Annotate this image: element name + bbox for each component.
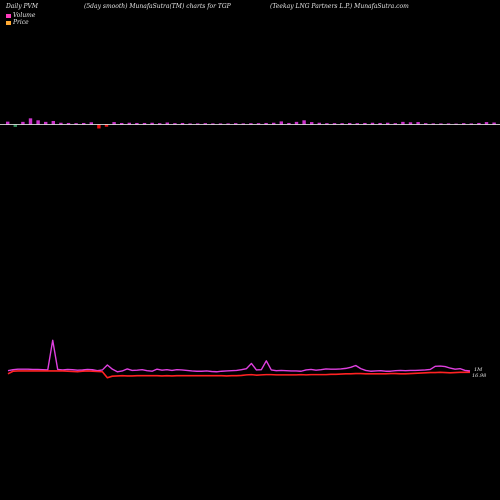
pvm-bar xyxy=(112,122,116,125)
pvm-bar xyxy=(82,122,86,125)
pvm-bar xyxy=(408,122,413,125)
legend-price-label: Price xyxy=(13,19,29,26)
pvm-bar xyxy=(439,123,443,125)
pvm-bar xyxy=(416,122,420,125)
pvm-bar xyxy=(188,123,192,125)
pvm-bar xyxy=(135,122,139,125)
pvm-bar xyxy=(142,122,147,125)
pvm-bar xyxy=(287,122,291,125)
pvm-bar xyxy=(302,120,306,125)
pvm-bar xyxy=(13,124,17,127)
pvm-bar xyxy=(150,122,154,125)
pvm-bar xyxy=(203,123,207,125)
pvm-bar xyxy=(241,123,245,125)
legend-volume-swatch xyxy=(6,13,11,18)
pvm-bar xyxy=(393,123,397,125)
pvm-bar xyxy=(462,123,466,125)
pvm-bar xyxy=(180,122,185,125)
pvm-bar xyxy=(196,123,200,125)
legend-price-swatch xyxy=(6,20,11,25)
pvm-bar xyxy=(44,121,48,125)
pvm-bar xyxy=(226,123,230,125)
price-line xyxy=(7,370,470,379)
pvm-bar xyxy=(256,123,261,125)
pvm-bar xyxy=(89,122,93,125)
pvm-bar xyxy=(120,122,124,125)
pvm-bar xyxy=(234,123,238,125)
pvm-bar xyxy=(332,123,337,125)
pvm-bar xyxy=(74,123,78,125)
pvm-bar xyxy=(446,123,451,125)
pvm-bar xyxy=(165,122,169,125)
pvm-bar xyxy=(348,122,352,125)
pvm-bar xyxy=(211,123,215,125)
pvm-bar xyxy=(378,122,382,125)
legend-volume-label: Volume xyxy=(13,12,36,19)
price-volume-lines xyxy=(7,339,471,379)
pvm-bar xyxy=(317,122,321,125)
pvm-bar xyxy=(484,122,489,125)
pvm-bar xyxy=(431,123,435,125)
chart-title-left: Daily PVM xyxy=(6,3,39,10)
pvm-bar xyxy=(158,123,162,125)
volume-line xyxy=(7,339,471,373)
pvm-bar xyxy=(492,122,496,125)
pvm-bar xyxy=(386,122,390,125)
pvm-bar xyxy=(59,122,63,125)
pvm-bar xyxy=(218,123,223,125)
legend-price: Price xyxy=(6,19,29,26)
last-volume-label: 1M xyxy=(474,367,483,373)
last-price-label: 16.98 xyxy=(472,373,486,379)
pvm-bar xyxy=(66,122,71,125)
pvm-bar xyxy=(249,123,253,125)
pvm-bar xyxy=(355,123,359,125)
pvm-bar xyxy=(6,121,10,125)
pvm-bar xyxy=(310,122,314,125)
pvm-bar xyxy=(97,124,101,129)
pvm-bar xyxy=(401,121,405,125)
pvm-bar xyxy=(279,121,283,125)
pvm-bar xyxy=(477,122,481,125)
pvm-bar xyxy=(127,122,131,125)
pvm-bar xyxy=(363,122,367,125)
pvm-bar xyxy=(104,124,109,127)
pvm-bar xyxy=(454,123,458,125)
legend-volume: Volume xyxy=(6,12,35,19)
pvm-bar xyxy=(28,118,33,125)
pvm-bar xyxy=(294,121,299,125)
chart-title-right: (Teekay LNG Partners L.P.) MunafaSutra.c… xyxy=(270,3,409,10)
chart-title-middle: (5day smooth) MunafaSutra(TM) charts for… xyxy=(84,3,231,10)
pvm-bar xyxy=(469,123,473,125)
pvm-bar xyxy=(21,121,25,125)
pvm-bar xyxy=(424,123,428,125)
pvm-bar xyxy=(340,123,344,125)
pvm-bars xyxy=(6,118,496,129)
pvm-bar xyxy=(173,123,177,125)
pvm-bar xyxy=(272,122,276,125)
pvm-bar xyxy=(325,123,329,125)
pvm-bar xyxy=(51,120,55,125)
pvm-bar xyxy=(264,122,268,125)
pvm-bar xyxy=(36,120,40,125)
pvm-bar xyxy=(370,122,375,125)
